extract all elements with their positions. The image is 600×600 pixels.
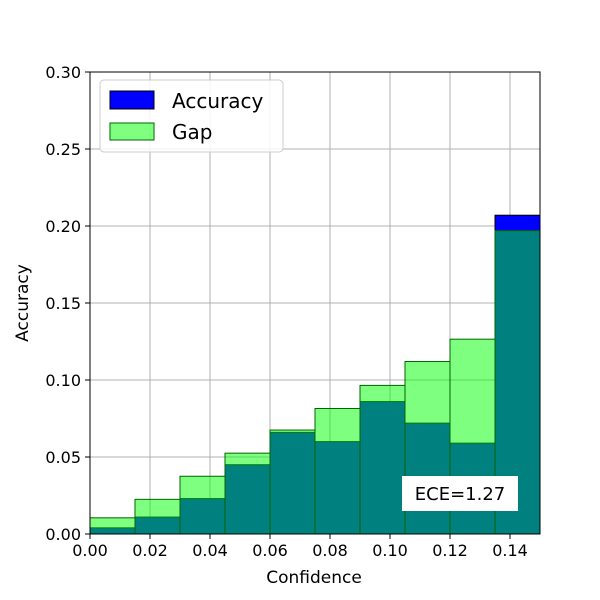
ece-box bbox=[402, 476, 518, 511]
legend: Accuracy Gap bbox=[99, 79, 284, 153]
x-tick-label: 0.08 bbox=[312, 541, 348, 560]
x-tick-label: 0.04 bbox=[192, 541, 228, 560]
gap-bar bbox=[359, 384, 406, 535]
y-tick-label: 0.00 bbox=[45, 525, 81, 544]
x-axis-label: Confidence bbox=[266, 568, 362, 588]
x-tick-label: 0.06 bbox=[252, 541, 288, 560]
x-tick-label: 0.12 bbox=[432, 541, 468, 560]
x-tick-label: 0.00 bbox=[72, 541, 108, 560]
y-tick-label: 0.10 bbox=[45, 371, 81, 390]
y-axis-label: Accuracy bbox=[13, 264, 33, 342]
y-tick-label: 0.30 bbox=[45, 63, 81, 82]
y-tick-label: 0.15 bbox=[45, 294, 81, 313]
gap-bar bbox=[269, 429, 316, 535]
gap-bar bbox=[224, 452, 271, 535]
gap-bar bbox=[179, 475, 226, 535]
ece-text: ECE=1.27 bbox=[415, 484, 505, 505]
legend-label-gap: Gap bbox=[172, 120, 212, 144]
y-tick-label: 0.25 bbox=[45, 140, 81, 159]
grid bbox=[89, 71, 540, 535]
x-tick-label: 0.10 bbox=[372, 541, 408, 560]
x-tick-label: 0.14 bbox=[492, 541, 528, 560]
ticks: 0.00 0.02 0.04 0.06 0.08 0.10 0.12 0.14 0.00 0.05… bbox=[45, 63, 527, 560]
gap-bar bbox=[89, 517, 136, 535]
legend-label-accuracy: Accuracy bbox=[172, 89, 263, 113]
gap-bar bbox=[314, 407, 361, 535]
legend-swatch-accuracy bbox=[109, 90, 155, 110]
y-tick-label: 0.05 bbox=[45, 448, 81, 467]
ece-annotation: ECE=1.27 bbox=[402, 476, 518, 511]
legend-swatch-gap bbox=[109, 122, 155, 141]
x-tick-label: 0.02 bbox=[132, 541, 168, 560]
y-tick-label: 0.20 bbox=[45, 217, 81, 236]
gap-bar bbox=[134, 498, 181, 535]
